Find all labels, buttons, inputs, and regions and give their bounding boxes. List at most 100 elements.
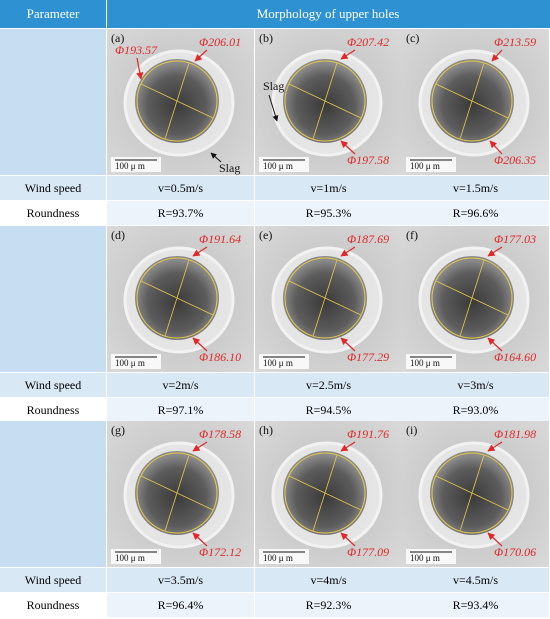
value-text: R=92.3% — [306, 598, 352, 612]
fit-circle — [284, 257, 366, 339]
value-text: R=94.5% — [306, 403, 352, 417]
label-cell — [0, 398, 106, 422]
fit-circle — [136, 60, 218, 142]
panel-label: (i) — [406, 423, 417, 437]
row-label: Wind speed — [25, 181, 82, 195]
value-text: v=2m/s — [162, 378, 198, 392]
arrow — [136, 57, 144, 80]
value-cell — [402, 593, 549, 617]
slag-arrow — [268, 94, 279, 122]
value-cell — [107, 398, 254, 422]
value-text: v=1.5m/s — [453, 181, 498, 195]
value-text: R=93.7% — [158, 206, 204, 220]
panel-label: (g) — [111, 423, 125, 437]
diameter-line — [164, 259, 190, 337]
panel-label: (c) — [406, 31, 419, 45]
value-text: v=4m/s — [310, 573, 346, 587]
param-cell — [0, 226, 106, 372]
header-cell — [0, 0, 106, 28]
arrow — [192, 337, 208, 352]
fit-circle — [431, 452, 513, 534]
arrow — [489, 140, 503, 155]
value-text: R=93.0% — [453, 403, 499, 417]
row-label: Wind speed — [25, 573, 82, 587]
value-text: v=3m/s — [457, 378, 493, 392]
value-cell — [402, 373, 549, 397]
slag-label: Slag — [219, 161, 240, 175]
scale-box — [259, 549, 309, 564]
diameter-label: Φ178.58 — [199, 427, 241, 441]
arrow — [192, 246, 208, 257]
scale-box — [111, 354, 161, 369]
arrow — [340, 441, 356, 452]
arrow — [192, 532, 208, 547]
value-text: v=1m/s — [310, 181, 346, 195]
panel-label: (h) — [259, 423, 273, 437]
fit-circle — [136, 257, 218, 339]
arrow — [487, 337, 503, 352]
arrow — [340, 532, 356, 547]
diameter-line — [312, 259, 338, 337]
diameter-label: Φ164.60 — [494, 350, 536, 364]
slag-arrow — [210, 152, 222, 163]
value-cell — [255, 398, 402, 422]
label-cell — [0, 201, 106, 225]
scale-label: 100 μ m — [115, 161, 145, 171]
diameter-label: Φ207.42 — [347, 35, 389, 49]
arrow — [487, 441, 503, 452]
fit-circle — [284, 452, 366, 534]
diameter-line — [164, 62, 190, 140]
value-cell — [107, 201, 254, 225]
diameter-line — [459, 62, 485, 140]
scale-label: 100 μ m — [410, 553, 440, 563]
value-cell — [255, 176, 402, 200]
fit-circle — [284, 60, 366, 142]
diameter-label: Φ186.10 — [199, 350, 241, 364]
label-cell — [0, 176, 106, 200]
diameter-label: Φ213.59 — [494, 35, 536, 49]
diameter-line — [312, 454, 338, 532]
panel-label: (a) — [111, 31, 124, 45]
value-text: R=96.4% — [158, 598, 204, 612]
scale-label: 100 μ m — [410, 358, 440, 368]
param-cell — [0, 29, 106, 175]
fit-circle — [136, 452, 218, 534]
row-label: Wind speed — [25, 378, 82, 392]
panel-label: (d) — [111, 228, 125, 242]
diameter-label: Φ191.64 — [199, 232, 241, 246]
diameter-label: Φ197.58 — [347, 153, 389, 167]
value-text: v=3.5m/s — [158, 573, 203, 587]
label-cell — [0, 593, 106, 617]
diameter-label: Φ206.01 — [199, 35, 241, 49]
arrow — [192, 441, 208, 452]
panel-label: (b) — [259, 31, 273, 45]
scale-box — [406, 354, 456, 369]
diameter-label: Φ191.76 — [347, 427, 389, 441]
value-cell — [107, 176, 254, 200]
diameter-label: Φ170.06 — [494, 545, 536, 559]
value-text: v=0.5m/s — [158, 181, 203, 195]
value-text: R=96.6% — [453, 206, 499, 220]
diameter-line — [459, 454, 485, 532]
value-text: v=2.5m/s — [306, 378, 351, 392]
scale-label: 100 μ m — [410, 161, 440, 171]
value-cell — [255, 373, 402, 397]
value-cell — [402, 201, 549, 225]
diameter-label: Φ206.35 — [494, 153, 536, 167]
scale-box — [111, 157, 161, 172]
scale-box — [406, 549, 456, 564]
scale-label: 100 μ m — [263, 358, 293, 368]
value-text: R=95.3% — [306, 206, 352, 220]
value-text: R=93.4% — [453, 598, 499, 612]
value-cell — [255, 568, 402, 592]
value-cell — [107, 373, 254, 397]
value-cell — [107, 593, 254, 617]
diameter-label: Φ177.29 — [347, 350, 389, 364]
diameter-line — [312, 62, 338, 140]
diameter-label: Φ187.69 — [347, 232, 389, 246]
scale-label: 100 μ m — [263, 553, 293, 563]
value-text: R=97.1% — [158, 403, 204, 417]
diameter-line — [459, 259, 485, 337]
scale-label: 100 μ m — [263, 161, 293, 171]
